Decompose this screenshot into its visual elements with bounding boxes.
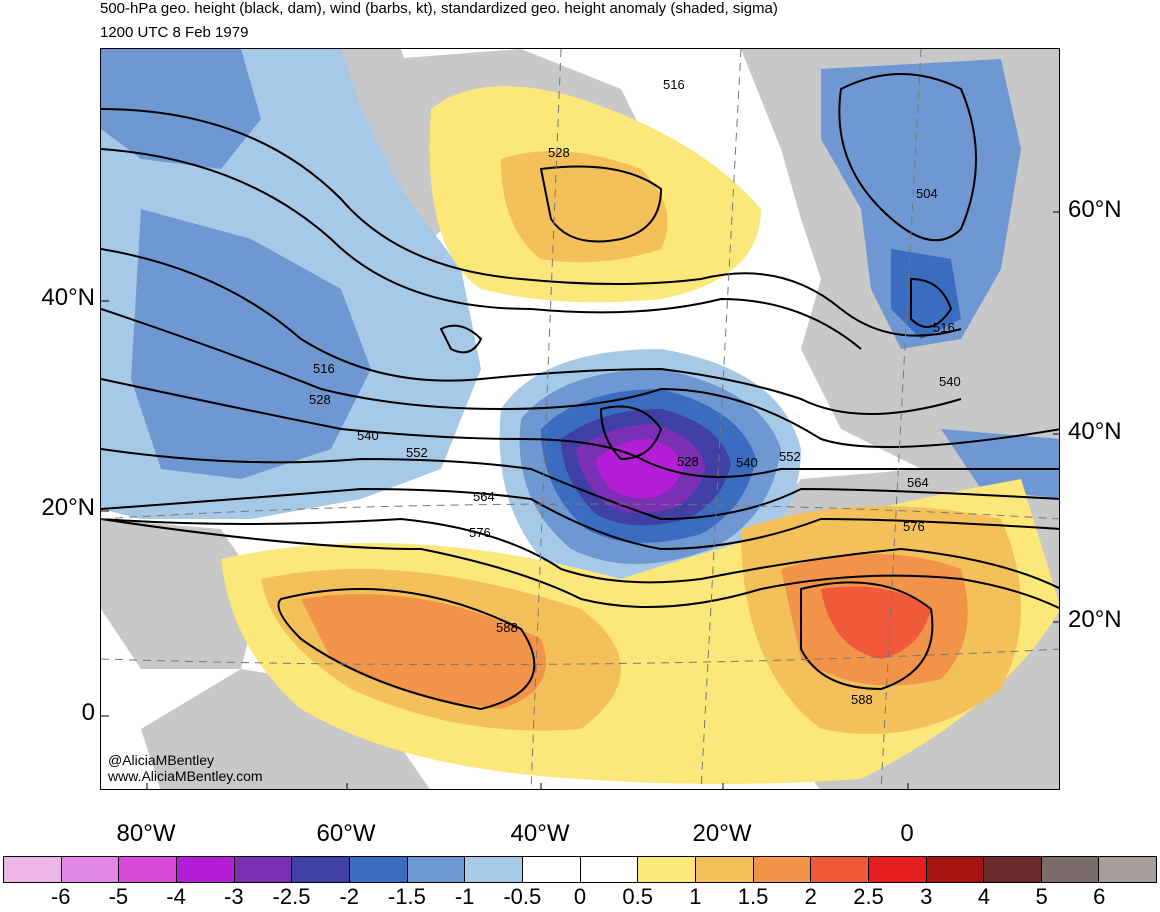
colorbar-label: 2.5	[853, 884, 884, 909]
longitude-label: 20°W	[692, 820, 752, 847]
height-contours	[101, 73, 1059, 711]
anomaly-nw-core	[131, 209, 371, 479]
latitude-label: 20°N	[1068, 606, 1122, 633]
longitude-label: 60°W	[316, 820, 376, 847]
colorbar-swatch	[811, 857, 869, 882]
tick-marks	[101, 211, 1059, 789]
anomaly-atlantic-orange	[301, 594, 546, 709]
colorbar-label: -1.5	[387, 884, 426, 909]
contour-label: 552	[406, 445, 428, 460]
graticule	[101, 49, 1059, 789]
latitude-label: 60°N	[1068, 196, 1122, 223]
contour-label: 516	[663, 77, 685, 92]
contour-label: 504	[916, 186, 938, 201]
colorbar-label: 2	[804, 884, 817, 909]
colorbar-label: -2.5	[272, 884, 311, 909]
latitude-label: 0	[81, 699, 95, 726]
colorbar-label: -4	[166, 884, 186, 909]
anomaly-scandinavia	[821, 59, 1021, 349]
colorbar-label: -1	[454, 884, 475, 909]
colorbar-label: 0.5	[622, 884, 653, 909]
longitude-label: 80°W	[116, 820, 176, 847]
chart-title: 500-hPa geo. height (black, dam), wind (…	[100, 0, 778, 17]
contour-label: 540	[939, 374, 961, 389]
anomaly-colorbar	[3, 856, 1157, 883]
contour-label: 528	[309, 392, 331, 407]
colorbar-swatch	[61, 857, 120, 882]
contour-label: 588	[496, 620, 518, 635]
weather-map: 516 528 504 516 540 516 528 540 552 564 …	[100, 48, 1060, 790]
colorbar-label: 5	[1035, 884, 1048, 909]
map-canvas: 516 528 504 516 540 516 528 540 552 564 …	[101, 49, 1059, 789]
colorbar-label: 0	[573, 884, 587, 909]
contour-label-group: 516 528 504 516 540 516 528 540 552 564 …	[309, 77, 961, 707]
colorbar-swatch	[349, 857, 408, 882]
longitude-label: 0	[900, 820, 914, 847]
colorbar-swatch	[753, 857, 812, 882]
colorbar-swatch	[926, 857, 985, 882]
colorbar-swatch	[234, 857, 293, 882]
colorbar-swatch	[1099, 857, 1157, 882]
colorbar-label: -2	[339, 884, 359, 909]
colorbar-label: -5	[108, 884, 129, 909]
credit-website[interactable]: www.AliciaMBentley.com	[108, 768, 263, 784]
colorbar-swatch	[119, 857, 177, 882]
credit-handle: @AliciaMBentley	[108, 752, 215, 768]
colorbar-label: 1	[689, 884, 702, 909]
contour-label: 516	[313, 361, 335, 376]
contour-label: 528	[677, 454, 699, 469]
colorbar-swatch	[638, 857, 696, 882]
colorbar-swatch	[292, 857, 350, 882]
contour-label: 528	[548, 145, 570, 160]
colorbar-swatch	[522, 857, 581, 882]
latitude-label: 20°N	[41, 494, 95, 521]
contour-label: 516	[933, 320, 955, 335]
land-central-america	[101, 519, 261, 669]
colorbar-swatch	[1041, 857, 1100, 882]
colorbar-swatch	[4, 857, 62, 882]
contour-label: 588	[851, 692, 873, 707]
colorbar-swatch	[465, 857, 523, 882]
contour-label: 576	[903, 519, 925, 534]
longitude-label: 40°W	[510, 820, 570, 847]
anomaly-europe	[941, 429, 1059, 499]
latitude-label: 40°N	[1068, 418, 1122, 445]
colorbar-swatch	[868, 857, 927, 882]
contour-label: 576	[469, 525, 491, 540]
colorbar-swatch	[407, 857, 466, 882]
colorbar-label: 6	[1093, 884, 1106, 909]
contour-label: 540	[357, 428, 379, 443]
chart-subtitle: 1200 UTC 8 Feb 1979	[100, 24, 249, 41]
colorbar-swatch	[580, 857, 639, 882]
contour-label: 564	[473, 489, 495, 504]
colorbar-label: 3	[920, 884, 933, 909]
anomaly-north-atlantic-6	[596, 439, 683, 498]
colorbar-swatch	[984, 857, 1042, 882]
colorbar-label: -0.5	[503, 884, 542, 909]
colorbar-label: 1.5	[737, 884, 769, 909]
colorbar-swatch	[176, 857, 235, 882]
anomaly-africa-red	[821, 586, 931, 659]
anomaly-scandinavia-core	[891, 249, 961, 339]
colorbar-swatch	[695, 857, 754, 882]
contour-label: 564	[907, 475, 929, 490]
colorbar-label: -6	[50, 884, 71, 909]
anomaly-nw-top	[101, 49, 261, 169]
colorbar-label: 4	[977, 884, 991, 909]
colorbar-label: -3	[224, 884, 244, 909]
contour-label: 552	[779, 449, 801, 464]
latitude-label: 40°N	[41, 284, 95, 311]
contour-label: 540	[736, 455, 758, 470]
